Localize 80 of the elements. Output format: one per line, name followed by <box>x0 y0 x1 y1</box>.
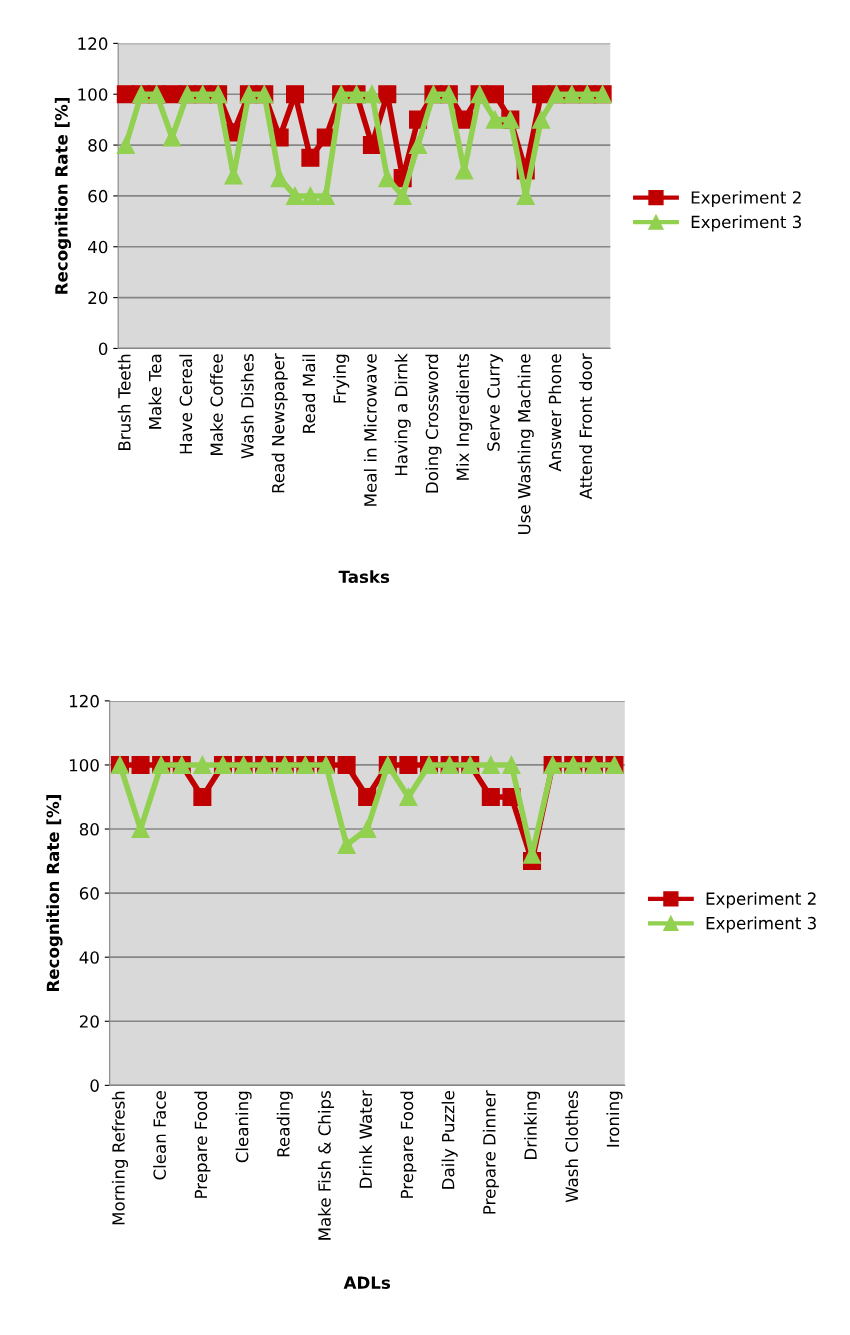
y-tick-label: 20 <box>88 291 108 305</box>
point <box>301 186 320 205</box>
x-tick-label: Mix Ingredients <box>456 354 473 480</box>
x-tick-label: Clean Face <box>153 1091 166 1180</box>
y-axis-title: Recognition Rate [%] <box>54 97 72 294</box>
x-tick-label: Attend Front door <box>579 353 593 500</box>
y-tick-label: 60 <box>88 189 108 203</box>
y-tick-label: 80 <box>88 139 108 152</box>
x-tick-label: Brush Teeth <box>117 354 131 450</box>
x-tick-label: Make Coffee <box>210 354 223 455</box>
point <box>285 85 305 104</box>
x-tick-label: Make Tea <box>148 354 162 429</box>
x-tick-label: Doing Crossword <box>425 354 442 493</box>
x-tick-label: Read Newspaper <box>271 353 288 493</box>
point <box>116 136 135 155</box>
point <box>131 820 150 839</box>
point <box>337 836 356 855</box>
legend-label: Experiment 3 <box>706 916 816 933</box>
point <box>131 755 150 774</box>
point <box>362 85 381 104</box>
point <box>358 820 377 839</box>
point <box>358 787 377 807</box>
point <box>301 148 320 167</box>
legend-label: Experiment 3 <box>691 215 802 232</box>
point <box>337 755 356 774</box>
x-tick-label: Have Cereal <box>179 354 193 454</box>
x-tick-label: Drink Water <box>359 1090 373 1188</box>
x-tick-label: Daily Puzzle <box>441 1091 458 1189</box>
point <box>502 755 521 774</box>
x-tick-label: Wash Dishes <box>240 354 254 459</box>
y-tick-label: 60 <box>79 887 99 900</box>
point <box>378 169 397 188</box>
point <box>162 128 182 147</box>
point <box>399 755 418 774</box>
point <box>485 110 504 129</box>
legend-label: Experiment 2 <box>706 892 816 909</box>
x-tick-label: Frying <box>333 354 350 403</box>
y-tick-label: 120 <box>69 694 99 708</box>
legend-label: Experiment 2 <box>691 190 801 207</box>
x-tick-label: Wash Clothes <box>565 1091 579 1203</box>
point <box>378 85 397 104</box>
x-axis-title: Tasks <box>338 570 390 584</box>
x-tick-label: Prepare Dinner <box>482 1090 499 1214</box>
point <box>393 186 412 205</box>
x-tick-label: Make Fish & Chips <box>317 1091 335 1240</box>
x-tick-label: Serve Curry <box>487 353 504 451</box>
y-tick-label: 20 <box>79 1015 99 1028</box>
point <box>481 755 500 774</box>
point <box>399 787 418 807</box>
x-tick-label: Cleaning <box>235 1091 252 1163</box>
point <box>481 787 500 807</box>
x-tick-label: Answer Phone <box>548 354 562 472</box>
y-tick-label: 0 <box>98 342 108 355</box>
y-tick-label: 100 <box>69 758 99 772</box>
y-axis-title: Recognition Rate [%] <box>46 795 63 992</box>
point <box>532 110 551 129</box>
point <box>193 755 212 774</box>
x-tick-label: Having a Dirnk <box>394 353 411 476</box>
y-tick-label: 100 <box>78 88 108 101</box>
x-axis-title: ADLs <box>343 1276 391 1289</box>
point <box>409 136 428 155</box>
point <box>316 186 335 205</box>
x-tick-label: Use Washing Machine <box>517 354 534 534</box>
y-tick-label: 0 <box>90 1079 99 1092</box>
x-tick-label: Drinking <box>523 1091 541 1159</box>
y-tick-label: 80 <box>79 823 99 836</box>
point <box>270 169 289 188</box>
x-tick-label: Prepare Food <box>400 1091 417 1198</box>
x-tick-label: Morning Refresh <box>111 1091 129 1225</box>
x-tick-label: Prepare Food <box>194 1091 211 1198</box>
y-tick-label: 120 <box>78 37 108 50</box>
x-tick-label: Meal in Microwave <box>363 354 377 506</box>
x-tick-label: Ironing <box>606 1091 623 1147</box>
x-tick-label: Reading <box>276 1091 293 1157</box>
y-tick-label: 40 <box>88 240 108 254</box>
point <box>193 787 212 807</box>
point <box>485 85 504 104</box>
y-tick-label: 40 <box>79 951 99 964</box>
point <box>285 186 305 205</box>
x-tick-label: Read Mail <box>302 354 316 433</box>
